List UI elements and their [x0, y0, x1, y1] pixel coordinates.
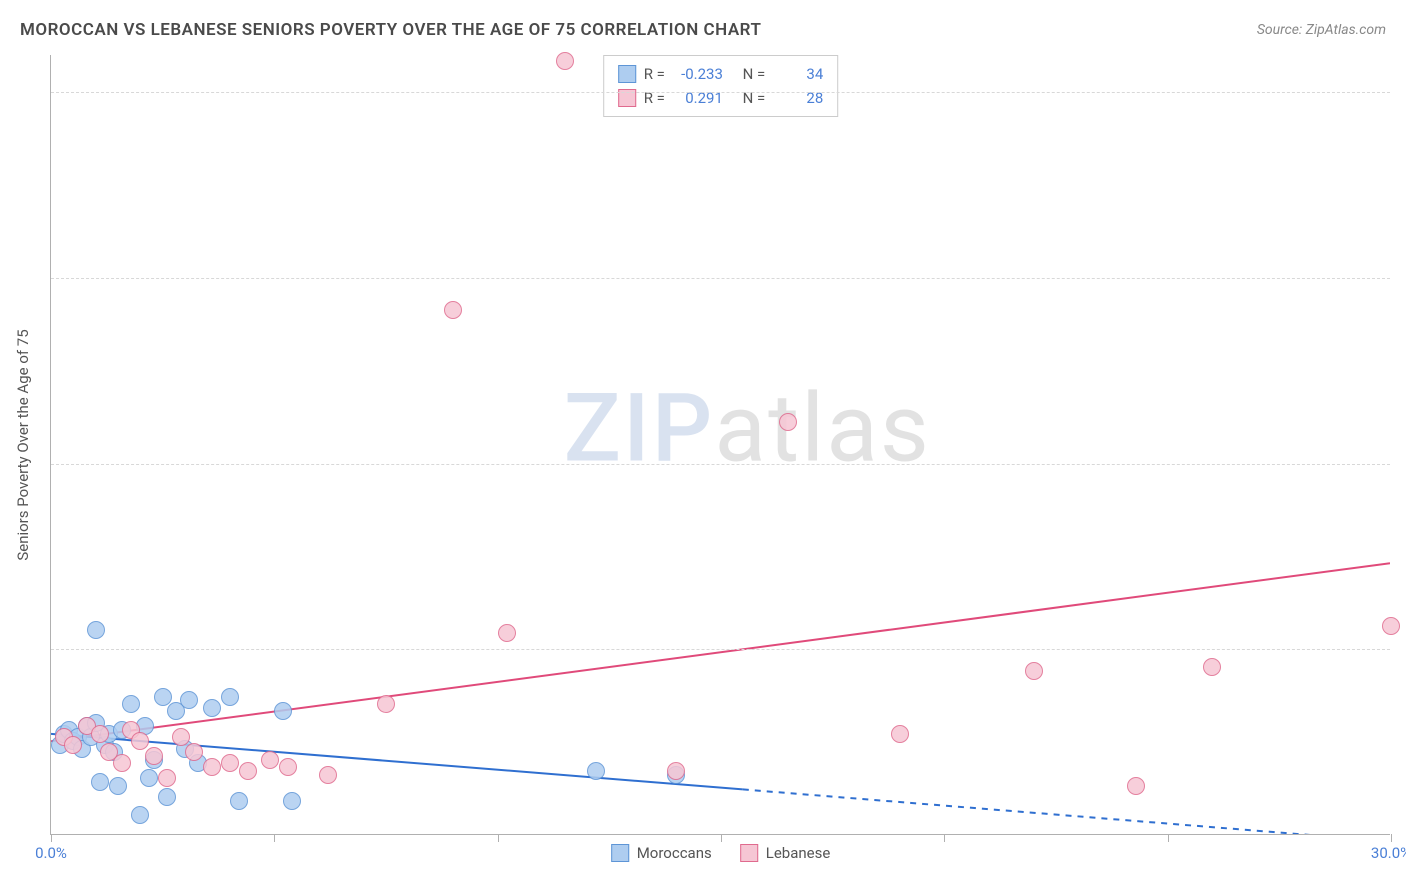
data-point: [64, 736, 82, 754]
data-point: [131, 806, 149, 824]
grid-line: [51, 278, 1390, 279]
plot-area: Seniors Poverty Over the Age of 75 ZIPat…: [50, 55, 1390, 835]
x-tick: [721, 834, 722, 842]
data-point: [556, 52, 574, 70]
data-point: [377, 695, 395, 713]
data-point: [498, 624, 516, 642]
data-point: [131, 732, 149, 750]
stats-box: R = -0.233 N = 34 R = 0.291 N = 28: [603, 55, 839, 117]
trend-lines: [51, 55, 1390, 834]
legend-swatch-moroccans: [611, 844, 629, 862]
data-point: [87, 621, 105, 639]
x-tick: [498, 834, 499, 842]
data-point: [274, 702, 292, 720]
source-attribution: Source: ZipAtlas.com: [1257, 22, 1386, 38]
watermark-part2: atlas: [714, 373, 931, 484]
legend-label-moroccans: Moroccans: [637, 844, 712, 862]
y-tick-label: 25.0%: [1400, 640, 1406, 658]
data-point: [1127, 777, 1145, 795]
stat-n-lebanese: 28: [773, 86, 823, 110]
data-point: [122, 695, 140, 713]
data-point: [1025, 662, 1043, 680]
data-point: [779, 413, 797, 431]
data-point: [172, 728, 190, 746]
data-point: [283, 792, 301, 810]
stat-label-n: N =: [743, 62, 766, 86]
data-point: [185, 743, 203, 761]
x-tick: [944, 834, 945, 842]
data-point: [113, 754, 131, 772]
legend-swatch-lebanese: [740, 844, 758, 862]
data-point: [230, 792, 248, 810]
data-point: [319, 766, 337, 784]
stat-r-lebanese: 0.291: [673, 86, 723, 110]
grid-line: [51, 464, 1390, 465]
legend-bottom: Moroccans Lebanese: [611, 844, 831, 862]
stats-row-lebanese: R = 0.291 N = 28: [618, 86, 824, 110]
data-point: [91, 725, 109, 743]
data-point: [140, 769, 158, 787]
stats-row-moroccans: R = -0.233 N = 34: [618, 62, 824, 86]
y-tick-label: 50.0%: [1400, 455, 1406, 473]
stat-label-r: R =: [644, 86, 665, 110]
chart-container: MOROCCAN VS LEBANESE SENIORS POVERTY OVE…: [0, 0, 1406, 892]
data-point: [1382, 617, 1400, 635]
data-point: [154, 688, 172, 706]
y-axis-label: Seniors Poverty Over the Age of 75: [14, 329, 32, 560]
grid-line: [51, 649, 1390, 650]
data-point: [891, 725, 909, 743]
y-tick-label: 100.0%: [1400, 83, 1406, 101]
x-tick: [1391, 834, 1392, 842]
stat-n-moroccans: 34: [773, 62, 823, 86]
x-tick: [1168, 834, 1169, 842]
x-tick-label: 0.0%: [35, 844, 67, 862]
data-point: [1203, 658, 1221, 676]
stat-label-r: R =: [644, 62, 665, 86]
watermark: ZIPatlas: [564, 373, 931, 484]
data-point: [279, 758, 297, 776]
data-point: [158, 769, 176, 787]
data-point: [587, 762, 605, 780]
legend-item-moroccans: Moroccans: [611, 844, 712, 862]
data-point: [221, 754, 239, 772]
chart-title: MOROCCAN VS LEBANESE SENIORS POVERTY OVE…: [20, 20, 761, 40]
data-point: [203, 699, 221, 717]
x-tick: [274, 834, 275, 842]
title-bar: MOROCCAN VS LEBANESE SENIORS POVERTY OVE…: [20, 20, 1386, 40]
x-tick-label: 30.0%: [1371, 844, 1406, 862]
data-point: [180, 691, 198, 709]
grid-line: [51, 92, 1390, 93]
data-point: [667, 762, 685, 780]
data-point: [261, 751, 279, 769]
y-tick-label: 75.0%: [1400, 269, 1406, 287]
data-point: [239, 762, 257, 780]
x-tick: [51, 834, 52, 842]
stat-label-n: N =: [743, 86, 766, 110]
watermark-part1: ZIP: [564, 373, 715, 484]
data-point: [203, 758, 221, 776]
legend-label-lebanese: Lebanese: [766, 844, 831, 862]
legend-item-lebanese: Lebanese: [740, 844, 831, 862]
data-point: [109, 777, 127, 795]
data-point: [444, 301, 462, 319]
swatch-moroccans: [618, 65, 636, 83]
data-point: [158, 788, 176, 806]
stat-r-moroccans: -0.233: [673, 62, 723, 86]
data-point: [145, 747, 163, 765]
data-point: [221, 688, 239, 706]
data-point: [91, 773, 109, 791]
